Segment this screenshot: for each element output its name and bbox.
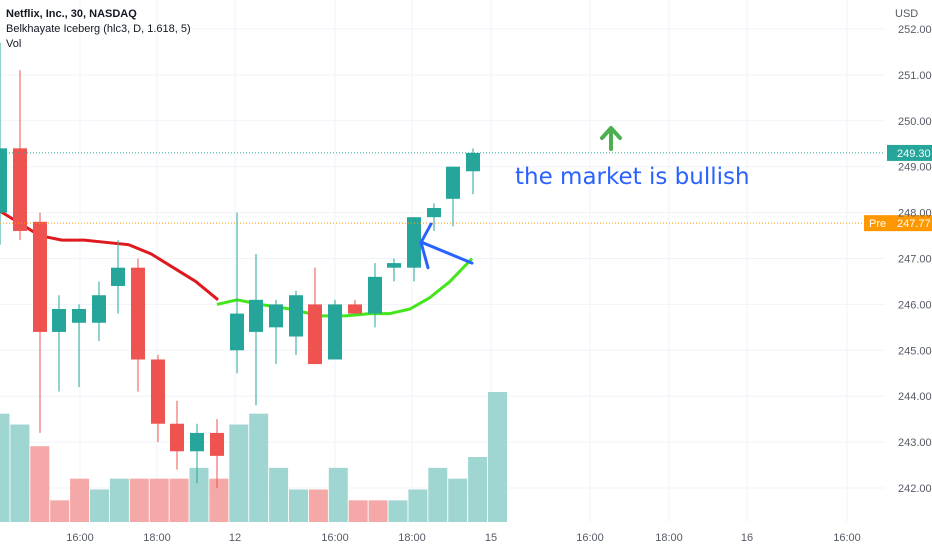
- price-axis: 252.00 251.00 250.00 249.00 248.00 247.00 246.…: [895, 8, 932, 495]
- candle-body: [407, 217, 421, 268]
- pre-label-text: Pre: [869, 218, 886, 230]
- volume-label: Vol: [6, 38, 22, 50]
- indicator-label: Belkhayate Iceberg (hlc3, D, 1.618, 5): [6, 23, 191, 35]
- volume-bar: [109, 478, 129, 522]
- volume-bar: [249, 413, 269, 522]
- price-tick-label: 245.00: [898, 345, 932, 357]
- candle-body: [52, 308, 66, 332]
- volume-bar: [368, 500, 388, 522]
- time-tick-label: 18:00: [143, 532, 171, 544]
- candle-body: [111, 267, 125, 287]
- indicator-lines: [0, 209, 474, 318]
- time-tick-label: 12: [229, 532, 241, 544]
- pre-price-text: 247.77: [897, 218, 931, 230]
- price-tick-label: 249.00: [898, 162, 932, 174]
- volume-bar: [209, 478, 229, 522]
- time-tick-label: 18:00: [655, 532, 683, 544]
- time-tick-label: 16:00: [321, 532, 349, 544]
- blue-arrow-shaft: [420, 240, 474, 265]
- candles: [0, 42, 480, 488]
- candle-body: [328, 304, 342, 360]
- green-up-arrow-head: [600, 126, 622, 140]
- candle-body: [348, 304, 362, 314]
- chart-legend: Netflix, Inc., 30, NASDAQ Belkhayate Ice…: [6, 7, 191, 52]
- candle-body: [249, 299, 263, 332]
- candle-body: [308, 304, 322, 365]
- candle-body: [151, 359, 165, 424]
- candle-body: [427, 208, 441, 218]
- volume-bar: [488, 392, 507, 522]
- volume-bar: [328, 467, 348, 522]
- candle-body: [170, 423, 184, 452]
- candle-body: [368, 276, 382, 314]
- time-tick-label: 16:00: [576, 532, 604, 544]
- volume-bar: [289, 489, 308, 522]
- time-axis: 16:00 18:00 12 16:00 18:00 15 16:00 18:00 16 16:0…: [66, 532, 861, 544]
- volume-bar: [50, 500, 70, 522]
- time-tick-label: 18:00: [398, 532, 426, 544]
- candle-body: [13, 148, 27, 231]
- candle-body: [190, 432, 204, 452]
- candle-body: [466, 152, 480, 172]
- price-tick-label: 247.00: [898, 254, 932, 266]
- currency-label: USD: [895, 8, 918, 20]
- price-tick-label: 248.00: [898, 208, 932, 220]
- volume-bar: [149, 478, 169, 522]
- candle-body: [210, 432, 224, 456]
- last-price-text: 249.30: [897, 148, 931, 160]
- symbol-title: Netflix, Inc., 30, NASDAQ: [6, 8, 137, 20]
- volume-bar: [30, 446, 50, 522]
- price-tick-label: 250.00: [898, 116, 932, 128]
- time-tick-label: 16:00: [66, 532, 94, 544]
- volume-bar: [129, 478, 149, 522]
- price-tick-label: 252.00: [898, 24, 932, 36]
- volume-bar: [388, 500, 408, 522]
- price-tick-label: 244.00: [898, 391, 932, 403]
- volume-bar: [468, 457, 488, 522]
- candle-body: [269, 304, 283, 328]
- volume-bar: [448, 478, 468, 522]
- blue-arrow-head: [419, 222, 433, 270]
- volume-bar: [0, 413, 10, 522]
- volume-bars: [0, 392, 507, 522]
- candle-body: [230, 313, 244, 351]
- volume-bar: [189, 467, 209, 522]
- candle-body: [446, 166, 460, 199]
- price-tick-label: 246.00: [898, 299, 932, 311]
- volume-bar: [90, 489, 109, 522]
- volume-bar: [229, 424, 249, 522]
- candle-body: [72, 308, 86, 323]
- annotations: the market is bullish: [419, 126, 750, 270]
- volume-bar: [10, 424, 30, 522]
- time-tick-label: 16:00: [833, 532, 861, 544]
- chart-grid: [0, 0, 885, 522]
- candle-body: [289, 295, 303, 337]
- candle-body: [0, 148, 7, 213]
- volume-bar: [408, 489, 428, 522]
- volume-bar: [428, 467, 448, 522]
- candle-body: [387, 263, 401, 268]
- pre-price-badge: [864, 215, 932, 232]
- price-tick-label: 251.00: [898, 70, 932, 82]
- last-price-badge: [887, 144, 932, 161]
- volume-bar: [169, 478, 189, 522]
- volume-bar: [348, 500, 368, 522]
- candle-body: [33, 221, 47, 332]
- candle-body: [92, 295, 106, 323]
- time-tick-label: 15: [485, 532, 497, 544]
- annotation-text: the market is bullish: [515, 164, 750, 190]
- volume-bar: [308, 489, 328, 522]
- price-tick-label: 243.00: [898, 437, 932, 449]
- candle-body: [131, 267, 145, 360]
- volume-bar: [70, 478, 90, 522]
- volume-bar: [269, 467, 289, 522]
- price-tick-label: 242.00: [898, 483, 932, 495]
- iceberg-red-line: [0, 209, 219, 301]
- price-lines: 249.30 Pre 247.77: [0, 144, 932, 232]
- time-tick-label: 16: [741, 532, 753, 544]
